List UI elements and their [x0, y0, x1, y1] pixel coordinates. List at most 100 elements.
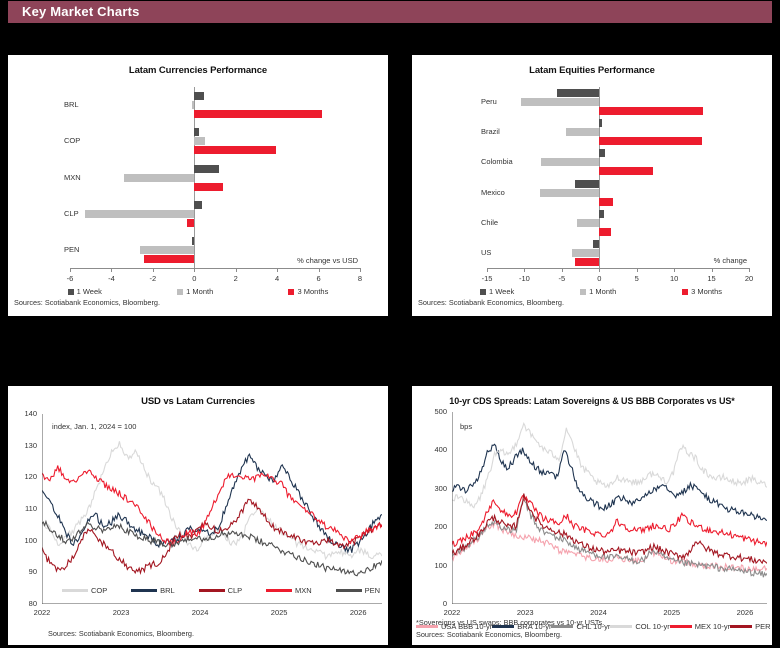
x-axis-tick	[111, 268, 113, 272]
legend-swatch-icon	[67, 288, 74, 295]
chart-source: Sources: Scotiabank Economics, Bloomberg…	[14, 298, 161, 307]
legend-label: MEX 10-yr	[694, 622, 731, 631]
legend-label: MXN	[295, 586, 312, 595]
legend-item[interactable]: COL 10-yr	[610, 622, 670, 631]
bar	[599, 119, 603, 128]
legend-label: COL 10-yr	[635, 622, 670, 631]
x-axis-line	[70, 268, 360, 269]
x-axis-tick-label: 4	[275, 274, 280, 283]
legend-line-icon	[610, 625, 633, 628]
chart-title: Latam Currencies Performance	[128, 65, 268, 76]
bar	[194, 164, 220, 173]
chart-panel-cds-spreads: 10-yr CDS Spreads: Latam Sovereigns & US…	[412, 386, 772, 645]
bar	[576, 218, 600, 227]
y-axis-tick-label: 400	[434, 445, 447, 455]
series-line	[452, 495, 767, 548]
series-line	[42, 465, 382, 547]
legend-item[interactable]: CLP	[198, 586, 243, 595]
legend-item[interactable]: 1 Month	[580, 287, 616, 296]
x-axis-tick-label: 2023	[112, 608, 130, 617]
legend-line-icon	[266, 589, 293, 592]
x-axis-tick-label: 2025	[270, 608, 288, 617]
x-axis-tick	[152, 268, 154, 272]
legend-label: PEN	[364, 586, 380, 595]
legend-item[interactable]: MEX 10-yr	[669, 622, 731, 631]
series-line	[452, 421, 767, 509]
legend-label: COP	[91, 586, 108, 595]
bar	[557, 89, 600, 98]
legend-item[interactable]: 1 Month	[177, 287, 213, 296]
plot-area	[452, 412, 767, 604]
legend-label: 3 Months	[691, 287, 723, 296]
x-axis-tick	[749, 268, 750, 272]
axis-note: index, Jan. 1, 2024 = 100	[52, 422, 137, 431]
series-line	[42, 452, 382, 554]
legend-item[interactable]: 1 Week	[479, 287, 514, 296]
bar	[592, 239, 600, 248]
x-axis-tick	[318, 268, 320, 272]
bar	[187, 218, 195, 227]
legend-label: USA BBB 10-yr	[441, 622, 493, 631]
legend-item[interactable]: PER 10-yr	[730, 622, 772, 631]
x-axis-tick-label: 2022	[33, 608, 51, 617]
legend-item[interactable]: 3 Months	[682, 287, 722, 296]
legend-item[interactable]: MXN	[266, 586, 312, 595]
chart-legend: COP BRL CLP MXN PEN	[62, 586, 380, 595]
page-title: Key Market Charts	[22, 4, 140, 19]
legend-item[interactable]: 1 Week	[67, 287, 102, 296]
x-axis-tick	[487, 268, 488, 272]
line-chart-usd-vs-latam: 80 90 100 110 120 130 140 2022 2023 2024 2025 2026 i…	[24, 409, 382, 617]
legend-item[interactable]: BRL	[131, 586, 175, 595]
x-axis-tick-label: 2026	[349, 608, 367, 617]
x-axis-line	[487, 268, 749, 269]
series-line	[452, 443, 767, 522]
legend-item[interactable]: BRA 10-yr	[492, 622, 551, 631]
y-axis-tick-label: 100	[24, 535, 37, 545]
legend-line-icon	[730, 625, 753, 628]
series-line	[42, 519, 382, 577]
x-axis-tick-label: 2	[233, 274, 238, 283]
bar	[194, 137, 205, 146]
legend-label: PER 10-yr	[755, 622, 772, 631]
header-bar: Key Market Charts	[8, 1, 772, 23]
legend-item[interactable]: CHL 10-yr	[551, 622, 610, 631]
zero-axis-line	[194, 87, 196, 268]
plot-area	[42, 414, 382, 604]
bar-chart-latam-equities: -15 -10 -5 0 5 10 15 20 Peru Brazil Colombia Mexico…	[479, 87, 753, 296]
chart-panel-latam-currencies: Latam Currencies Performance -6 -4 -2 0 2 4 6 8…	[8, 55, 388, 316]
x-axis-tick-label: 5	[634, 274, 639, 283]
bar	[599, 197, 613, 206]
chart-title: USD vs Latam Currencies	[141, 396, 255, 407]
bar	[599, 209, 604, 218]
legend-item[interactable]: 3 Months	[288, 287, 328, 296]
x-axis-tick-label: 2024	[191, 608, 209, 617]
bar	[599, 107, 704, 116]
legend-item[interactable]: USA BBB 10-yr	[416, 622, 492, 631]
bar	[194, 146, 277, 155]
x-axis-tick-label: -5	[558, 274, 566, 283]
legend-line-icon	[416, 625, 438, 628]
y-axis-tick-label: 0	[442, 599, 447, 608]
x-axis-tick	[599, 268, 601, 272]
legend-line-icon	[335, 589, 362, 592]
x-axis-tick-label: 6	[316, 274, 321, 283]
bar	[194, 110, 322, 119]
bar	[192, 101, 195, 110]
bar	[194, 92, 204, 101]
x-axis-tick-label: 0	[192, 274, 197, 283]
x-axis-tick-label: -2	[149, 274, 157, 283]
chart-title: 10-yr CDS Spreads: Latam Sovereigns & US…	[449, 396, 735, 406]
bar	[140, 245, 195, 254]
x-axis-tick-label: -4	[108, 274, 115, 283]
legend-item[interactable]: COP	[62, 586, 107, 595]
legend-label: 1 Month	[186, 287, 214, 296]
legend-label: CLP	[227, 586, 243, 595]
y-axis-tick-label: 130	[24, 440, 37, 450]
chart-footnote: *Sovereigns vs US swaps; BBB corporates …	[416, 618, 605, 627]
chart-legend: 1 Week 1 Month 3 Months	[447, 287, 755, 296]
legend-item[interactable]: PEN	[335, 586, 380, 595]
series-line	[42, 498, 382, 575]
chart-legend: 1 Week 1 Month 3 Months	[30, 287, 366, 296]
legend-line-icon	[198, 589, 225, 592]
bar	[192, 236, 195, 245]
